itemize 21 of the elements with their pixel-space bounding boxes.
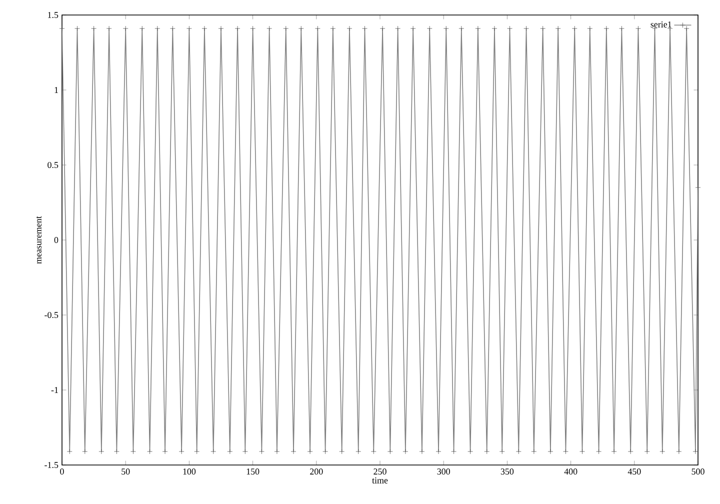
y-tick-label: 0 bbox=[54, 236, 58, 244]
x-tick-label: 300 bbox=[437, 468, 450, 475]
x-tick-label: 150 bbox=[246, 468, 260, 475]
x-tick-label: 450 bbox=[628, 468, 641, 475]
x-tick-label: 0 bbox=[60, 468, 64, 475]
x-tick-label: 500 bbox=[692, 468, 704, 475]
x-tick-label: 50 bbox=[122, 468, 130, 475]
legend-label: serie1 bbox=[650, 21, 672, 28]
y-tick-label: -1 bbox=[51, 387, 58, 393]
y-axis-title: measurement bbox=[36, 216, 42, 264]
x-tick-label: 400 bbox=[564, 468, 578, 475]
x-tick-label: 250 bbox=[374, 468, 386, 475]
y-tick-label: 1 bbox=[54, 87, 58, 93]
y-tick-label: -1.5 bbox=[44, 462, 58, 468]
y-tick-label: 1.5 bbox=[48, 12, 58, 18]
x-tick-label: 100 bbox=[183, 468, 196, 475]
x-axis-title: time bbox=[372, 477, 388, 484]
y-tick-label: -0.5 bbox=[44, 312, 58, 318]
x-tick-label: 200 bbox=[310, 468, 323, 475]
x-tick-label: 350 bbox=[500, 468, 514, 475]
y-tick-label: 0.5 bbox=[48, 162, 58, 168]
